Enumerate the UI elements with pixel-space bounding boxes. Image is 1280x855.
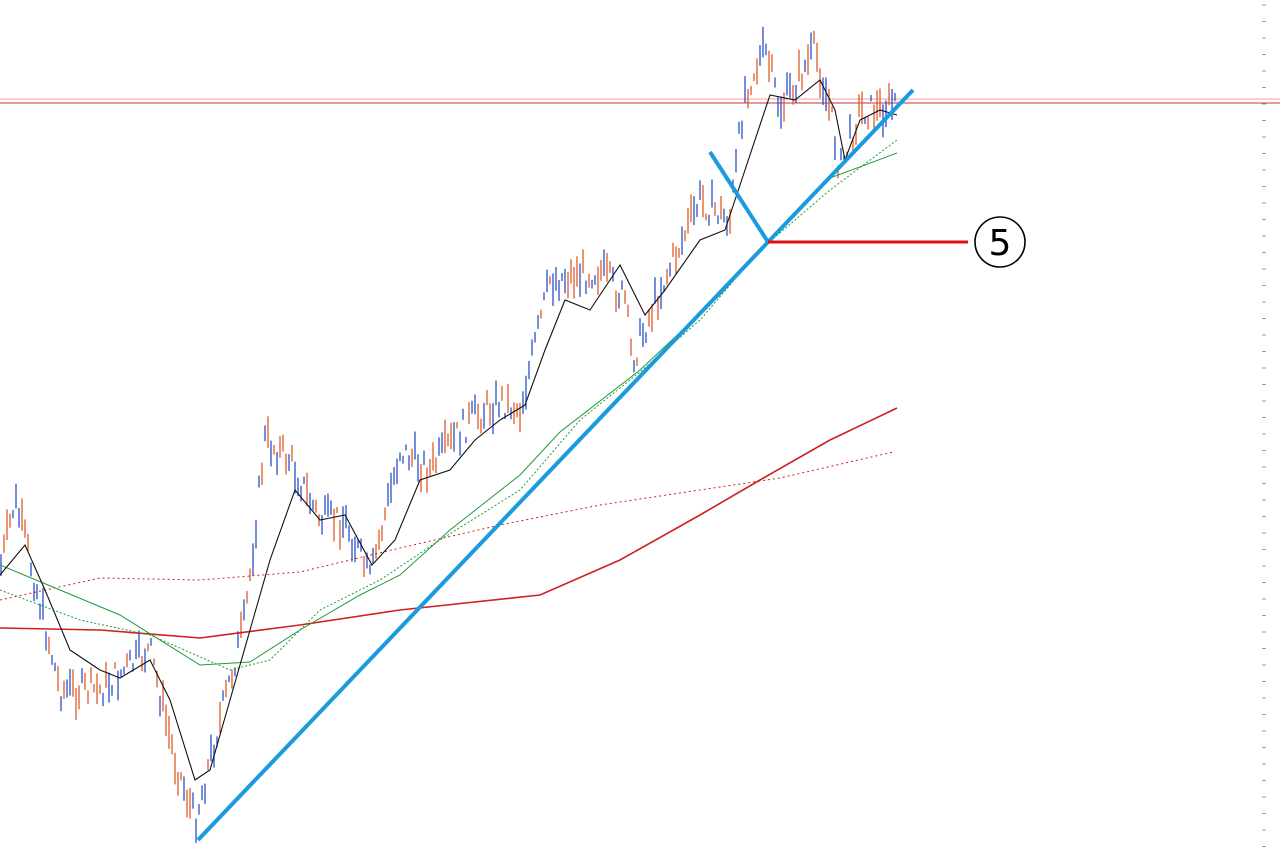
annotation-circle (974, 216, 1026, 268)
price-axis (1262, 4, 1266, 847)
pullback-line (708, 150, 770, 244)
annotation-label: 5 (989, 223, 1012, 264)
moving-average-long (0, 407, 898, 639)
trend-line (196, 88, 915, 842)
candles (0, 26, 896, 843)
moving-average-long-dotted (0, 451, 894, 601)
moving-average-short (0, 79, 898, 781)
